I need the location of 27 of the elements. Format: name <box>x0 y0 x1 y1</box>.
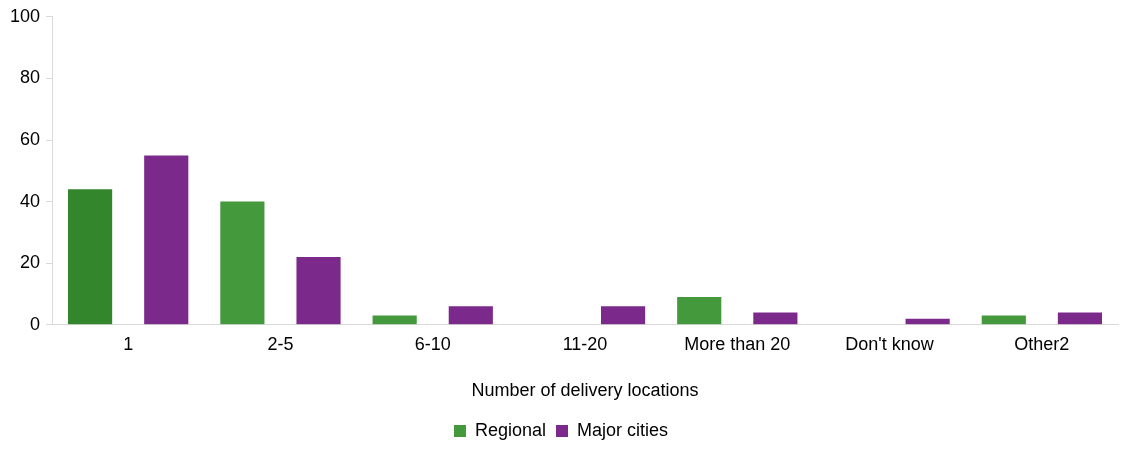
bar <box>753 312 798 325</box>
y-tick-label: 40 <box>20 190 41 211</box>
bar <box>372 315 417 325</box>
x-tick-label: 2-5 <box>267 333 294 354</box>
bar <box>677 297 722 325</box>
x-tick-label: 1 <box>123 333 134 354</box>
bar <box>220 201 265 325</box>
bar <box>448 306 493 325</box>
x-tick-label: 11-20 <box>562 333 608 354</box>
bar <box>144 155 189 325</box>
bar <box>68 189 113 325</box>
legend-label: Major cities <box>577 419 669 440</box>
y-tick-label: 100 <box>9 5 41 26</box>
y-tick-label: 60 <box>20 128 41 149</box>
x-tick-label: Don't know <box>845 333 935 354</box>
y-tick-label: 0 <box>30 313 41 334</box>
x-tick-label: 6-10 <box>414 333 451 354</box>
bar <box>1057 312 1103 325</box>
y-tick-label: 80 <box>20 67 41 88</box>
bar <box>601 306 646 325</box>
bar <box>981 315 1026 325</box>
y-tick-label: 20 <box>20 252 41 273</box>
legend-label: Regional <box>474 419 547 440</box>
x-tick-label: More than 20 <box>684 333 791 354</box>
bar <box>296 257 341 325</box>
x-axis-title: Number of delivery locations <box>471 380 699 401</box>
x-tick-label: Other2 <box>1014 333 1070 354</box>
